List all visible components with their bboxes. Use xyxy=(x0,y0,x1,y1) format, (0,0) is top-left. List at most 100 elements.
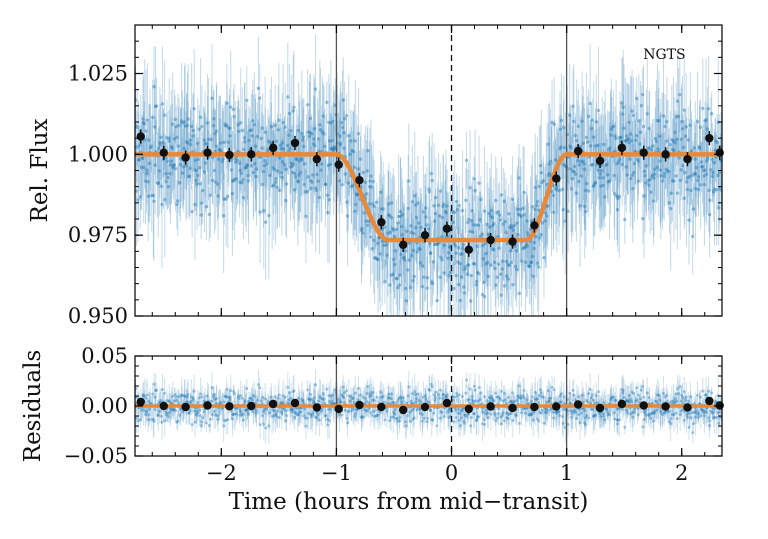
raw-residual-point xyxy=(665,393,669,397)
raw-residual-point xyxy=(614,399,618,403)
raw-point xyxy=(557,188,562,193)
x-tick-label: 0 xyxy=(445,461,458,485)
raw-point xyxy=(283,125,287,129)
raw-residual-point xyxy=(465,378,469,382)
raw-point xyxy=(320,162,324,166)
raw-point xyxy=(320,130,325,134)
raw-residual-point xyxy=(632,410,636,414)
raw-point xyxy=(495,275,499,279)
raw-point xyxy=(517,291,522,296)
raw-residual-point xyxy=(653,409,657,413)
raw-residual-point xyxy=(262,410,266,414)
raw-point xyxy=(436,203,441,207)
raw-residual-point xyxy=(325,387,329,391)
raw-residual-point xyxy=(697,415,701,419)
raw-residual-point xyxy=(144,396,148,400)
raw-point xyxy=(578,204,582,208)
raw-point xyxy=(437,214,442,218)
raw-residual-point xyxy=(273,395,277,399)
raw-point xyxy=(193,202,197,207)
raw-point xyxy=(412,231,416,236)
raw-residual-point xyxy=(135,416,138,420)
raw-point xyxy=(708,168,713,172)
raw-residual-point xyxy=(287,398,291,402)
raw-point xyxy=(440,235,444,239)
raw-point xyxy=(588,144,593,148)
raw-point xyxy=(280,175,284,180)
raw-point xyxy=(211,123,216,128)
raw-residual-point xyxy=(270,414,274,418)
raw-point xyxy=(418,261,423,265)
raw-point xyxy=(191,128,196,133)
raw-residual-point xyxy=(591,414,595,418)
raw-point xyxy=(431,260,436,264)
raw-point xyxy=(656,147,660,151)
raw-point xyxy=(483,241,488,246)
raw-residual-point xyxy=(319,409,323,413)
raw-residual-point xyxy=(283,395,287,399)
raw-residual-point xyxy=(401,396,405,400)
raw-point xyxy=(282,163,287,167)
raw-point xyxy=(325,193,330,197)
raw-point xyxy=(452,241,456,246)
raw-residual-point xyxy=(237,397,241,401)
raw-residual-point xyxy=(366,409,370,413)
raw-point xyxy=(641,124,646,129)
raw-residual-point xyxy=(222,419,226,423)
raw-point xyxy=(288,165,293,169)
raw-point xyxy=(485,222,489,227)
raw-residual-point xyxy=(331,393,335,397)
raw-residual-point xyxy=(232,392,236,396)
raw-residual-point xyxy=(673,400,677,404)
raw-residual-point xyxy=(710,391,714,395)
raw-point xyxy=(444,211,448,215)
raw-point xyxy=(378,252,382,256)
raw-residual-point xyxy=(420,419,424,423)
raw-point xyxy=(393,249,398,253)
binned-point xyxy=(486,235,495,245)
raw-residual-point xyxy=(225,395,229,399)
raw-point xyxy=(147,161,152,166)
raw-residual-point xyxy=(396,419,400,423)
raw-residual-point xyxy=(338,412,342,416)
raw-residual-point xyxy=(682,390,686,394)
raw-residual-point xyxy=(260,414,264,418)
raw-residual-point xyxy=(560,415,564,419)
y-tick-label: 1.000 xyxy=(68,142,128,166)
raw-point xyxy=(558,127,562,131)
raw-residual-point xyxy=(387,396,391,400)
raw-residual-point xyxy=(438,416,442,420)
raw-point xyxy=(629,176,633,181)
raw-residual-point xyxy=(438,388,442,392)
raw-point xyxy=(677,156,681,160)
raw-point xyxy=(307,134,312,139)
raw-point xyxy=(658,159,662,163)
raw-residual-point xyxy=(248,396,252,400)
raw-residual-point xyxy=(172,399,176,403)
raw-point xyxy=(155,181,160,185)
raw-point xyxy=(196,157,201,162)
raw-point xyxy=(454,251,458,255)
raw-point xyxy=(198,115,203,119)
raw-residual-point xyxy=(416,392,420,396)
raw-point xyxy=(516,233,520,237)
raw-point xyxy=(225,124,229,128)
raw-residual-point xyxy=(276,396,280,400)
raw-residual-point xyxy=(605,407,609,411)
raw-point xyxy=(241,177,245,182)
raw-residual-point xyxy=(210,399,214,403)
raw-point xyxy=(703,168,707,172)
raw-point xyxy=(264,220,268,224)
binned-point xyxy=(203,401,212,410)
raw-point xyxy=(227,126,231,130)
raw-residual-point xyxy=(642,410,646,414)
raw-residual-point xyxy=(348,399,352,403)
raw-residual-point xyxy=(184,400,188,404)
raw-point xyxy=(176,199,180,203)
raw-residual-point xyxy=(500,413,504,417)
raw-point xyxy=(624,165,629,169)
raw-point xyxy=(263,130,267,134)
raw-point xyxy=(220,159,224,164)
raw-residual-point xyxy=(708,419,712,423)
raw-point xyxy=(692,146,696,150)
